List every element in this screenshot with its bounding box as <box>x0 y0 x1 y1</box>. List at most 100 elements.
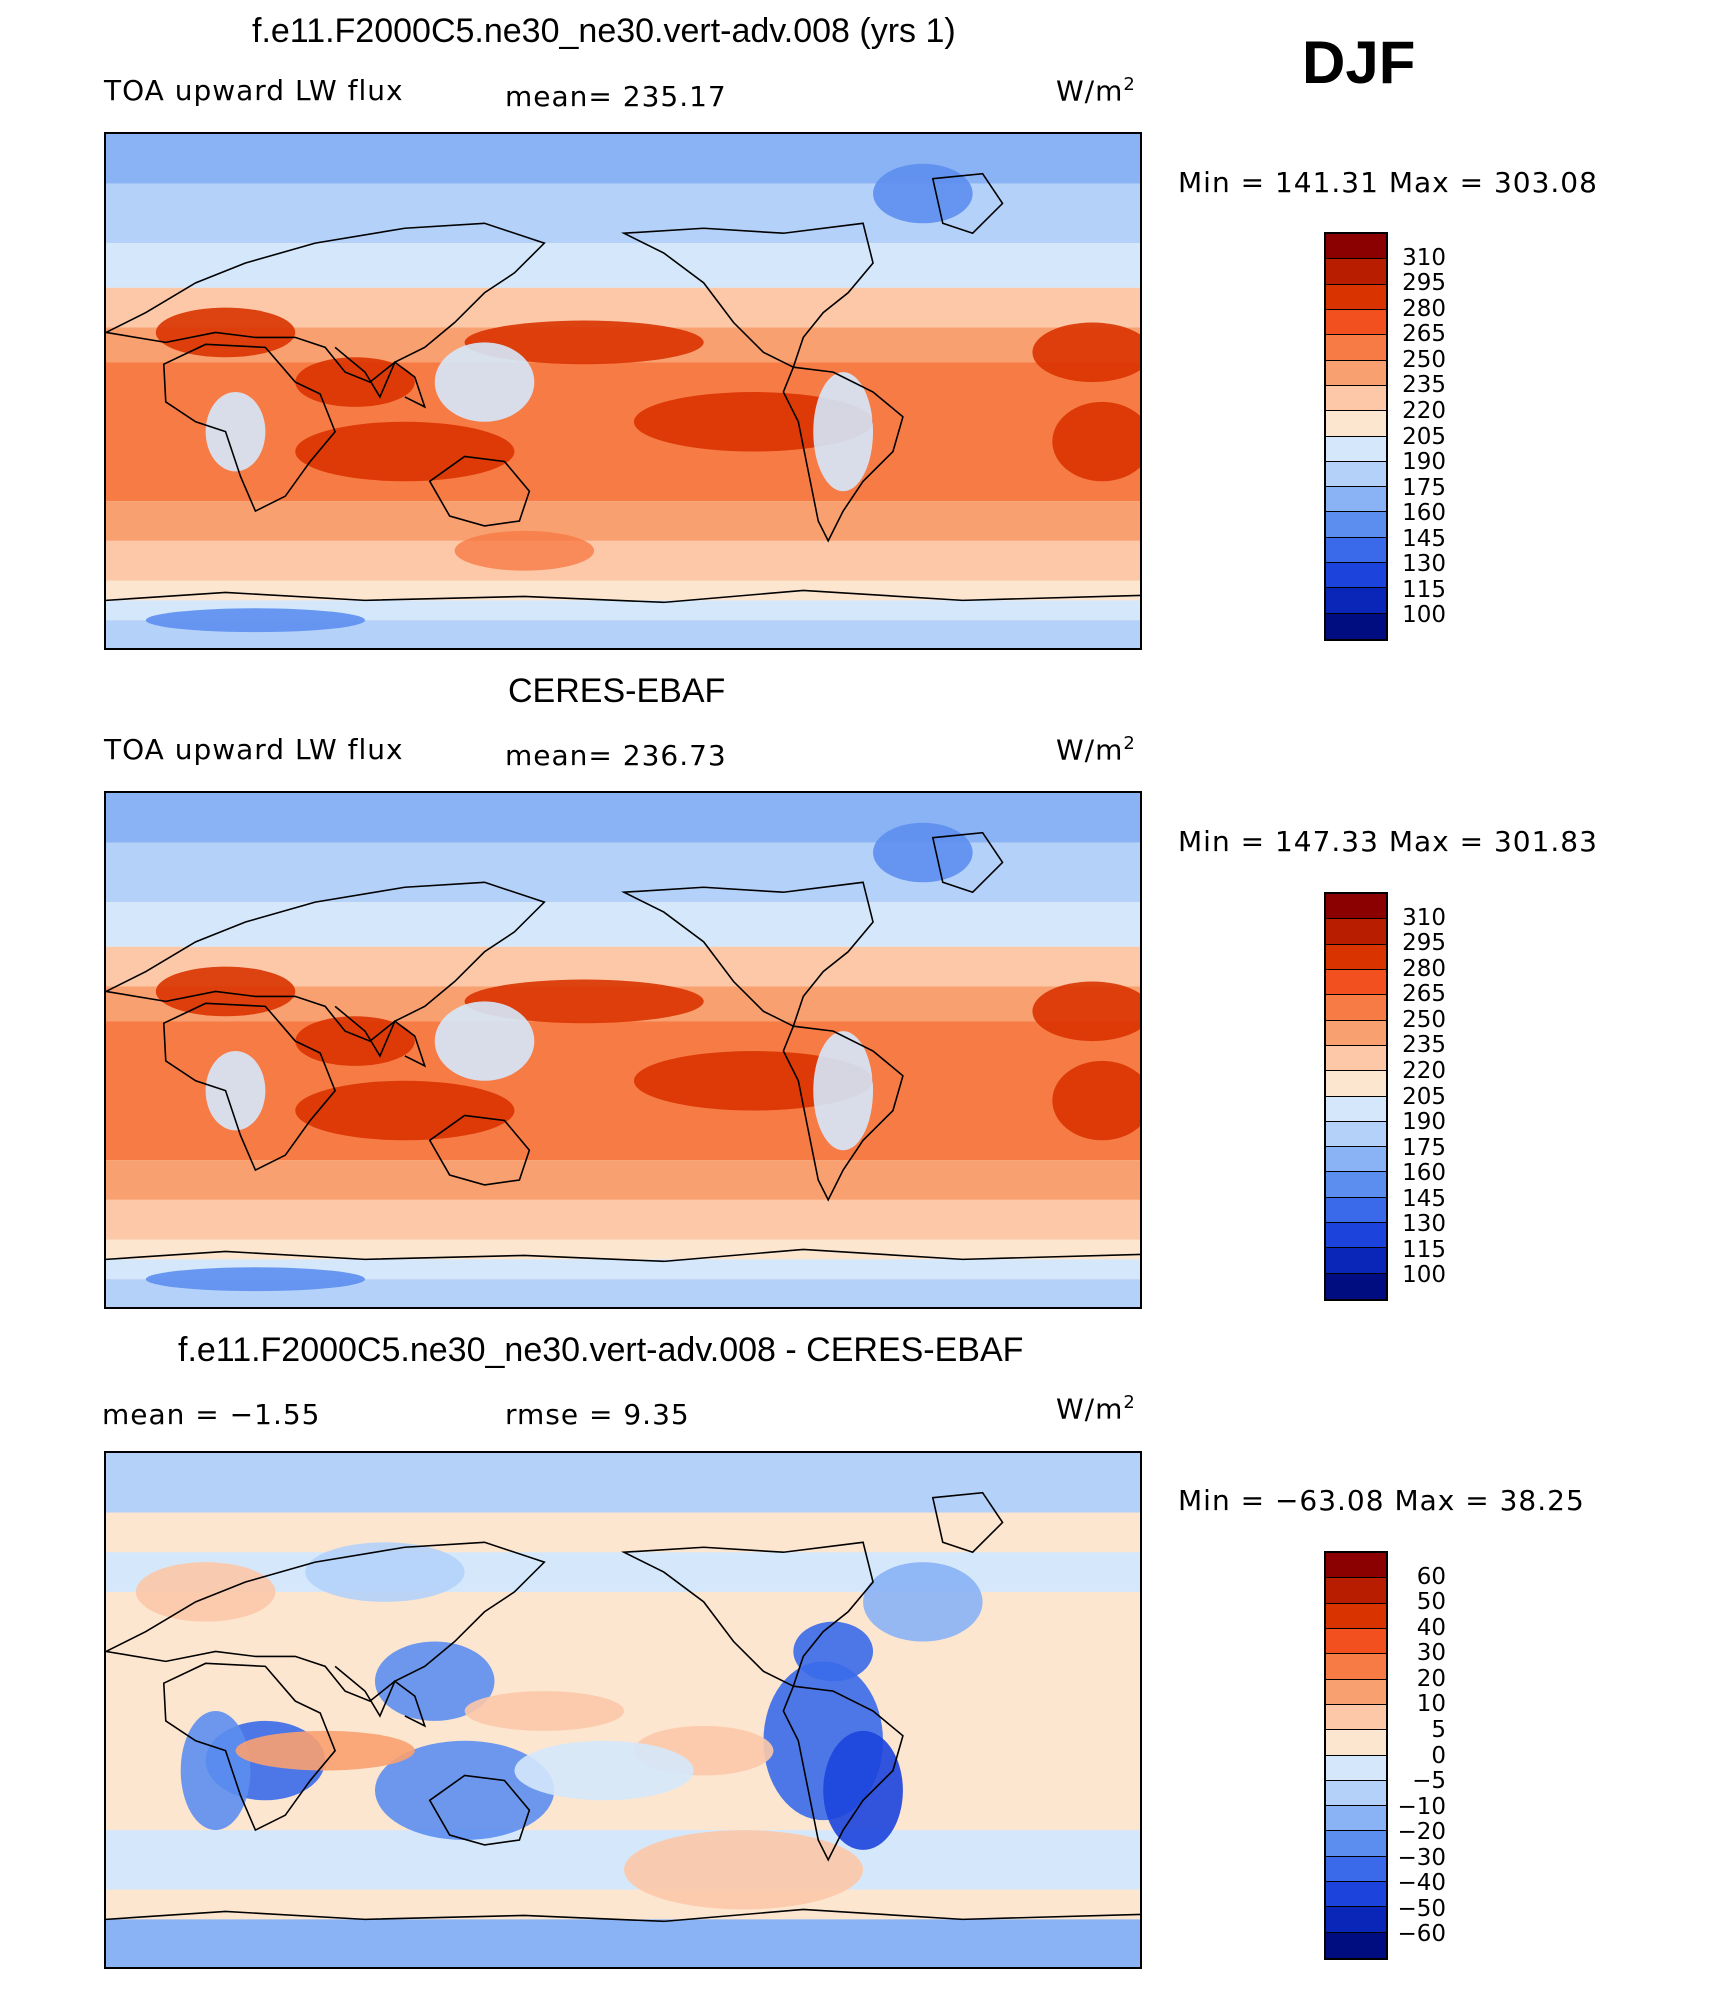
colorbar-segment <box>1326 1730 1386 1756</box>
colorbar-tick-label: 220 <box>1402 1057 1446 1084</box>
colorbar-segment <box>1326 1172 1386 1198</box>
colorbar-segment <box>1326 1679 1386 1705</box>
panel-2-colorbar <box>1324 892 1388 1301</box>
colorbar-segment <box>1326 1831 1386 1857</box>
colorbar-tick-label: −50 <box>1397 1895 1446 1922</box>
colorbar-tick-label: 160 <box>1402 500 1446 527</box>
colorbar-tick-label: 175 <box>1402 474 1446 501</box>
colorbar-segment <box>1326 1273 1386 1299</box>
colorbar-segment <box>1326 1020 1386 1046</box>
colorbar-segment <box>1326 436 1386 462</box>
panel-3-map <box>104 1451 1142 1969</box>
colorbar-segment <box>1326 1553 1386 1579</box>
colorbar-tick-label: 115 <box>1402 576 1446 603</box>
colorbar-segment <box>1326 512 1386 538</box>
panel-2-mean: mean= 236.73 <box>505 739 727 772</box>
colorbar-segment <box>1326 613 1386 639</box>
panel-1-map <box>104 132 1142 650</box>
colorbar-segment <box>1326 1045 1386 1072</box>
colorbar-tick-label: 145 <box>1402 525 1446 552</box>
colorbar-segment <box>1326 1704 1386 1731</box>
colorbar-tick-label: 205 <box>1402 423 1446 450</box>
colorbar-segment <box>1326 1578 1386 1604</box>
colorbar-tick-label: −20 <box>1397 1819 1446 1846</box>
colorbar-segment <box>1326 1882 1386 1908</box>
colorbar-segment <box>1326 1780 1386 1807</box>
panel-2-title: CERES-EBAF <box>508 672 726 710</box>
panel-3-rmse: rmse = 9.35 <box>505 1398 690 1431</box>
colorbar-tick-label: 190 <box>1402 449 1446 476</box>
colorbar-tick-label: 265 <box>1402 321 1446 348</box>
colorbar-segment <box>1326 234 1386 260</box>
colorbar-tick-label: 310 <box>1402 904 1446 931</box>
colorbar-tick-label: 160 <box>1402 1160 1446 1187</box>
colorbar-segment <box>1326 944 1386 970</box>
colorbar-segment <box>1326 309 1386 336</box>
colorbar-tick-label: 60 <box>1416 1563 1446 1590</box>
colorbar-segment <box>1326 919 1386 945</box>
colorbar-tick-label: 40 <box>1416 1614 1446 1641</box>
colorbar-tick-label: −5 <box>1412 1768 1446 1795</box>
colorbar-tick-label: 235 <box>1402 1032 1446 1059</box>
colorbar-tick-label: 250 <box>1402 1006 1446 1033</box>
panel-3-mean: mean = −1.55 <box>102 1398 321 1431</box>
colorbar-segment <box>1326 259 1386 285</box>
colorbar-segment <box>1326 1806 1386 1832</box>
colorbar-segment <box>1326 1628 1386 1655</box>
colorbar-tick-label: 280 <box>1402 955 1446 982</box>
colorbar-segment <box>1326 563 1386 589</box>
colorbar-segment <box>1326 461 1386 488</box>
colorbar-segment <box>1326 487 1386 513</box>
colorbar-segment <box>1326 411 1386 437</box>
colorbar-tick-label: 280 <box>1402 295 1446 322</box>
panel-1-units: W/m2 <box>1056 74 1136 108</box>
panel-1-mean: mean= 235.17 <box>505 80 727 113</box>
colorbar-segment <box>1326 1223 1386 1249</box>
colorbar-tick-label: 295 <box>1402 270 1446 297</box>
colorbar-tick-label: 0 <box>1431 1742 1446 1769</box>
colorbar-segment <box>1326 1603 1386 1629</box>
colorbar-segment <box>1326 969 1386 996</box>
panel-2-minmax: Min = 147.33 Max = 301.83 <box>1178 825 1598 858</box>
colorbar-tick-label: −40 <box>1397 1870 1446 1897</box>
colorbar-tick-label: −10 <box>1397 1793 1446 1820</box>
colorbar-tick-label: 115 <box>1402 1236 1446 1263</box>
colorbar-tick-label: 310 <box>1402 244 1446 271</box>
colorbar-tick-label: 250 <box>1402 346 1446 373</box>
colorbar-tick-label: 220 <box>1402 397 1446 424</box>
panel-3-minmax: Min = −63.08 Max = 38.25 <box>1178 1484 1585 1517</box>
colorbar-segment <box>1326 1147 1386 1173</box>
colorbar-tick-label: 190 <box>1402 1109 1446 1136</box>
colorbar-segment <box>1326 1856 1386 1883</box>
panel-2-colorbar-ticks: 310 295 280 265 250 235 220 205 190 175 160 145 130 1… <box>1400 892 1446 1301</box>
panel-2-map <box>104 791 1142 1309</box>
colorbar-segment <box>1326 284 1386 310</box>
panel-2-units: W/m2 <box>1056 733 1136 767</box>
colorbar-tick-label: 20 <box>1416 1665 1446 1692</box>
panel-3-units: W/m2 <box>1056 1392 1136 1426</box>
colorbar-segment <box>1326 995 1386 1021</box>
colorbar-tick-label: −60 <box>1397 1921 1446 1948</box>
colorbar-segment <box>1326 385 1386 412</box>
colorbar-tick-label: 175 <box>1402 1134 1446 1161</box>
colorbar-segment <box>1326 1907 1386 1933</box>
colorbar-tick-label: −30 <box>1397 1844 1446 1871</box>
colorbar-segment <box>1326 360 1386 386</box>
colorbar-tick-label: 5 <box>1431 1716 1446 1743</box>
colorbar-segment <box>1326 1121 1386 1148</box>
colorbar-segment <box>1326 537 1386 564</box>
panel-2-left-label: TOA upward LW flux <box>104 733 404 766</box>
colorbar-segment <box>1326 1197 1386 1224</box>
colorbar-tick-label: 100 <box>1402 1262 1446 1289</box>
colorbar-tick-label: 50 <box>1416 1589 1446 1616</box>
panel-3-colorbar-ticks: 60 50 40 30 20 10 5 0 −5 −10 −20 −30 −40 −50 −60 <box>1397 1551 1446 1960</box>
colorbar-tick-label: 10 <box>1416 1691 1446 1718</box>
colorbar-tick-label: 205 <box>1402 1083 1446 1110</box>
colorbar-tick-label: 130 <box>1402 1211 1446 1238</box>
colorbar-segment <box>1326 1654 1386 1680</box>
panel-3-title: f.e11.F2000C5.ne30_ne30.vert-adv.008 - C… <box>178 1331 1024 1369</box>
colorbar-tick-label: 265 <box>1402 981 1446 1008</box>
colorbar-tick-label: 235 <box>1402 372 1446 399</box>
season-label: DJF <box>1302 29 1416 96</box>
panel-1-colorbar-ticks: 310 295 280 265 250 235 220 205 190 175 160 145 130 1… <box>1400 232 1446 641</box>
